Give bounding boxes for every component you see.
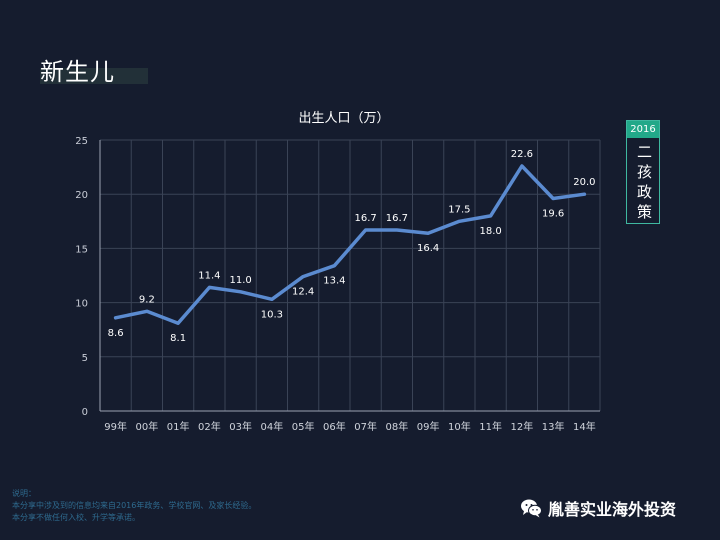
footnote-line-1: 说明： (12, 489, 36, 498)
x-tick-label: 02年 (198, 420, 221, 433)
chart-grid (99, 139, 601, 412)
y-tick-label: 20 (75, 190, 88, 201)
footnote-line-3: 本分享不做任何入校、升学等承诺。 (12, 513, 140, 522)
x-tick-label: 14年 (573, 420, 596, 433)
y-tick-label: 15 (75, 244, 88, 255)
data-label: 18.0 (479, 226, 501, 237)
slide-title: 新生儿 (40, 58, 115, 86)
data-label: 22.6 (511, 149, 533, 160)
footnote: 说明： 本分享中涉及到的信息均来自2016年政务、学校官网、及家长经验。 本分享… (12, 488, 256, 524)
x-tick-label: 04年 (261, 420, 284, 433)
policy-label: 二孩政策 (635, 144, 653, 224)
x-tick-label: 13年 (542, 420, 565, 433)
data-label: 16.4 (417, 243, 439, 254)
x-tick-label: 11年 (479, 420, 502, 433)
x-tick-label: 10年 (448, 420, 471, 433)
y-tick-label: 0 (82, 407, 88, 418)
chart-title: 出生人口（万） (298, 111, 389, 126)
x-tick-label: 07年 (354, 420, 377, 433)
data-label: 13.4 (323, 276, 345, 287)
x-tick-label: 03年 (229, 420, 252, 433)
y-tick-label: 25 (75, 136, 88, 147)
title-underline-bar (40, 68, 148, 84)
x-tick-label: 05年 (292, 420, 315, 433)
policy-year: 2016 (627, 121, 659, 138)
data-label: 17.5 (448, 204, 470, 215)
policy-box: 2016 二孩政策 (626, 120, 660, 224)
data-label: 11.0 (229, 275, 251, 286)
x-tick-label: 00年 (136, 420, 159, 433)
data-label: 19.6 (542, 209, 564, 220)
x-tick-label: 08年 (386, 420, 409, 433)
x-tick-label: 12年 (511, 420, 534, 433)
x-axis: 99年 00年 01年 02年 03年 04年 05年 06年 07年 08年 09年 10年 11年 1… (104, 420, 595, 433)
data-label: 9.2 (139, 294, 155, 305)
y-tick-label: 10 (75, 299, 88, 310)
data-label: 20.0 (573, 177, 595, 188)
x-tick-label: 01年 (167, 420, 190, 433)
footnote-line-2: 本分享中涉及到的信息均来自2016年政务、学校官网、及家长经验。 (12, 501, 257, 510)
x-tick-label: 06年 (323, 420, 346, 433)
brand: 胤善实业海外投资 (520, 496, 676, 520)
wechat-icon (521, 499, 542, 518)
x-tick-label: 09年 (417, 420, 440, 433)
data-label: 16.7 (354, 213, 376, 224)
data-labels: 8.6 9.2 8.1 11.4 11.0 10.3 12.4 13.4 16.7 16.7 16.… (108, 149, 596, 344)
data-label: 11.4 (198, 270, 220, 281)
data-label: 8.6 (108, 328, 124, 339)
x-tick-label: 99年 (104, 420, 127, 433)
data-label: 8.1 (170, 333, 186, 344)
series-line (113, 164, 587, 325)
brand-name: 胤善实业海外投资 (548, 500, 677, 519)
data-label: 10.3 (261, 309, 283, 320)
data-label: 16.7 (386, 213, 408, 224)
data-label: 12.4 (292, 287, 314, 298)
y-tick-label: 5 (82, 353, 88, 364)
y-axis: 0 5 10 15 20 25 (75, 136, 88, 418)
